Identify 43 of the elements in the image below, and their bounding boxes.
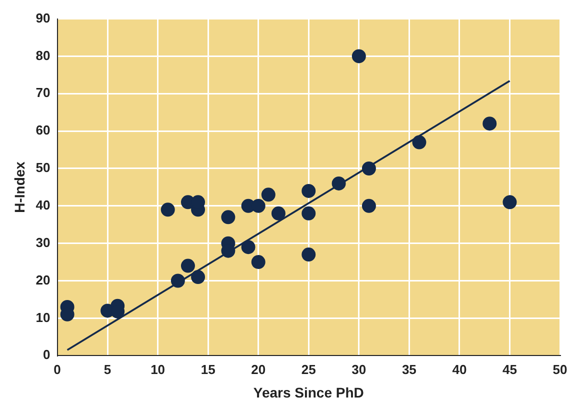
point	[352, 49, 366, 64]
y-tick-label: 50	[36, 160, 50, 176]
point	[362, 198, 376, 213]
point	[302, 248, 316, 262]
y-tick-label: 70	[36, 85, 50, 100]
x-tick-label: 40	[452, 362, 467, 377]
point	[251, 255, 266, 270]
y-tick-label: 60	[36, 122, 50, 138]
point	[221, 210, 236, 224]
x-tick-label: 35	[402, 362, 416, 377]
x-tick-label: 30	[352, 362, 366, 377]
point	[332, 176, 346, 190]
y-tick-label: 80	[36, 48, 50, 63]
point	[160, 202, 175, 217]
point	[362, 161, 376, 176]
point	[412, 135, 426, 150]
y-tick-label: 20	[36, 272, 50, 288]
x-tick-label: 5	[104, 362, 112, 377]
point	[180, 258, 195, 273]
y-tick-label: 30	[36, 234, 50, 250]
x-axis-title: Years Since PhD	[253, 384, 364, 400]
x-tick-label: 10	[150, 362, 166, 377]
point	[302, 184, 316, 198]
x-tick-label: 50	[552, 362, 568, 377]
point	[302, 206, 316, 220]
point	[191, 270, 206, 284]
y-tick-label: 90	[36, 10, 50, 26]
point	[241, 240, 256, 254]
point	[261, 188, 276, 202]
y-tick-label: 40	[36, 197, 50, 212]
point	[502, 195, 517, 210]
point	[170, 274, 185, 288]
y-tick-label: 0	[43, 347, 50, 362]
x-tick-label: 45	[502, 362, 517, 377]
point	[251, 198, 266, 213]
x-tick-label: 25	[301, 362, 316, 377]
y-tick-label: 10	[36, 310, 50, 325]
x-tick-label: 0	[54, 362, 61, 377]
point	[271, 206, 286, 220]
y-axis-title: H-Index	[11, 161, 28, 213]
point	[482, 116, 497, 131]
x-tick-label: 15	[200, 362, 216, 377]
x-tick-label: 20	[251, 362, 266, 377]
